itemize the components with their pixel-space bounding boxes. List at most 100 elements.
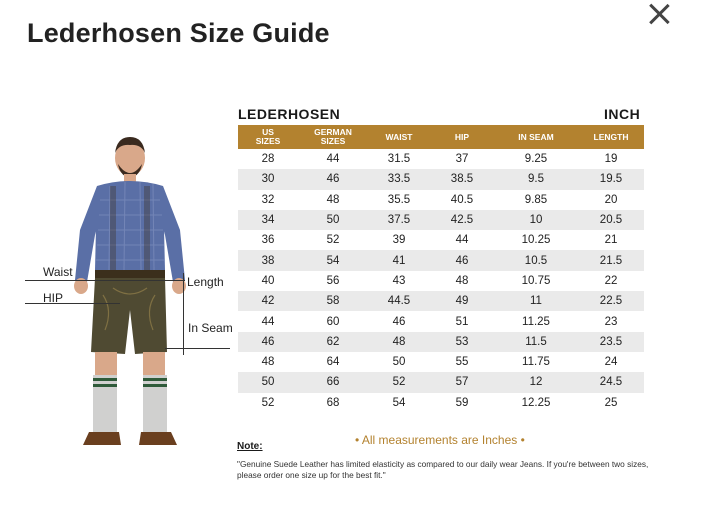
cell: 20.5 [578,209,644,231]
right-arm [155,186,185,282]
left-sock [93,375,117,433]
cell: 50 [298,209,368,231]
cell: 9.5 [494,169,578,190]
note-label: Note: [237,441,263,452]
cell: 30 [238,169,298,190]
waist-line [25,280,185,281]
cell: 46 [238,331,298,352]
left-shoe [83,432,121,445]
cell: 25 [604,396,618,409]
cell: 55 [455,356,469,369]
cell: 60 [326,315,340,328]
header-inseam: IN SEAM [494,125,578,149]
inseam-label: In Seam [188,321,233,335]
header-german-sizes: GERMAN SIZES [298,125,368,149]
cell: 37.5 [368,209,430,231]
cell: 52 [368,372,430,393]
cell: 48 [326,193,340,206]
cell: 11.25 [522,315,550,328]
cell: 53 [430,331,494,352]
header-hip: HIP [430,125,494,149]
shorts-shape [91,278,167,354]
table-unit: INCH [604,106,641,122]
cell: 38.5 [430,169,494,190]
cell: 24.5 [578,372,644,393]
cell: 10.5 [494,250,578,271]
table-row: 30 46 33.5 38.5 9.5 19.5 [238,169,644,190]
cell: 59 [455,396,469,409]
hair-shape [115,137,145,153]
cell: 9.85 [524,193,548,206]
note-text: "Genuine Suede Leather has limited elast… [237,459,649,480]
inseam-line [165,348,230,349]
cell: 10.25 [521,234,551,247]
close-icon[interactable] [645,0,673,28]
table-row: 46 62 48 53 11.5 23.5 [238,331,644,352]
cell: 10 [494,209,578,231]
length-label: Length [187,275,224,289]
cell: 42.5 [430,209,494,231]
cell: 9.25 [524,153,548,166]
cell: 11 [494,291,578,312]
cell: 23 [604,315,618,328]
cell: 41 [368,250,430,271]
cell: 33.5 [368,169,430,190]
table-row: 44 60 46 51 11.25 23 [238,311,644,331]
cell: 48 [368,331,430,352]
cell: 40.5 [450,193,474,206]
table-body: 28 44 31.5 37 9.25 19 30 46 33.5 38.5 9.5 19.5 32 4… [238,149,644,413]
cell: 46 [430,250,494,271]
cell: 43 [392,274,406,287]
cell: 44.5 [368,291,430,312]
table-row: 34 50 37.5 42.5 10 20.5 [238,209,644,231]
cell: 44 [261,315,275,328]
cell: 66 [298,372,368,393]
cell: 21.5 [578,250,644,271]
cell: 42 [238,291,298,312]
head-shape [115,140,145,176]
inseam-vline [183,310,184,350]
size-table: US SIZES GERMAN SIZES WAIST HIP IN SEAM … [238,125,644,413]
cell: 11.75 [522,356,550,369]
cell: 44 [326,153,340,166]
cell: 12.25 [521,396,551,409]
cell: 52 [261,396,275,409]
cell: 51 [455,315,469,328]
cell: 22.5 [578,291,644,312]
cell: 48 [261,356,275,369]
cell: 48 [455,274,469,287]
header-waist: WAIST [368,125,430,149]
cell: 37 [455,153,469,166]
waist-label: Waist [43,265,73,279]
cell: 46 [298,169,368,190]
table-row: 36 52 39 44 10.25 21 [238,230,644,250]
table-row: 50 66 52 57 12 24.5 [238,372,644,393]
cell: 23.5 [578,331,644,352]
cell: 62 [298,331,368,352]
cell: 38 [238,250,298,271]
table-row: 28 44 31.5 37 9.25 19 [238,149,644,169]
page-title: Lederhosen Size Guide [27,18,330,48]
cell: 22 [604,274,618,287]
right-shoe [139,432,177,445]
cell: 19.5 [578,169,644,190]
cell: 54 [392,396,406,409]
model-figure: Waist HIP Length In Seam [25,120,235,455]
header-length: LENGTH [578,125,644,149]
cell: 50 [238,372,298,393]
table-row: 40 56 43 48 10.75 22 [238,271,644,291]
cell: 12 [494,372,578,393]
table-row: 38 54 41 46 10.5 21.5 [238,250,644,271]
cell: 32 [261,193,275,206]
cell: 21 [604,234,618,247]
model-illustration [74,137,186,445]
cell: 24 [604,356,618,369]
cell: 50 [392,356,406,369]
table-header-row: US SIZES GERMAN SIZES WAIST HIP IN SEAM … [238,125,644,149]
cell: 58 [298,291,368,312]
cell: 57 [430,372,494,393]
cell: 54 [298,250,368,271]
cell: 20 [604,193,618,206]
left-arm [75,186,105,282]
cell: 31.5 [387,153,411,166]
